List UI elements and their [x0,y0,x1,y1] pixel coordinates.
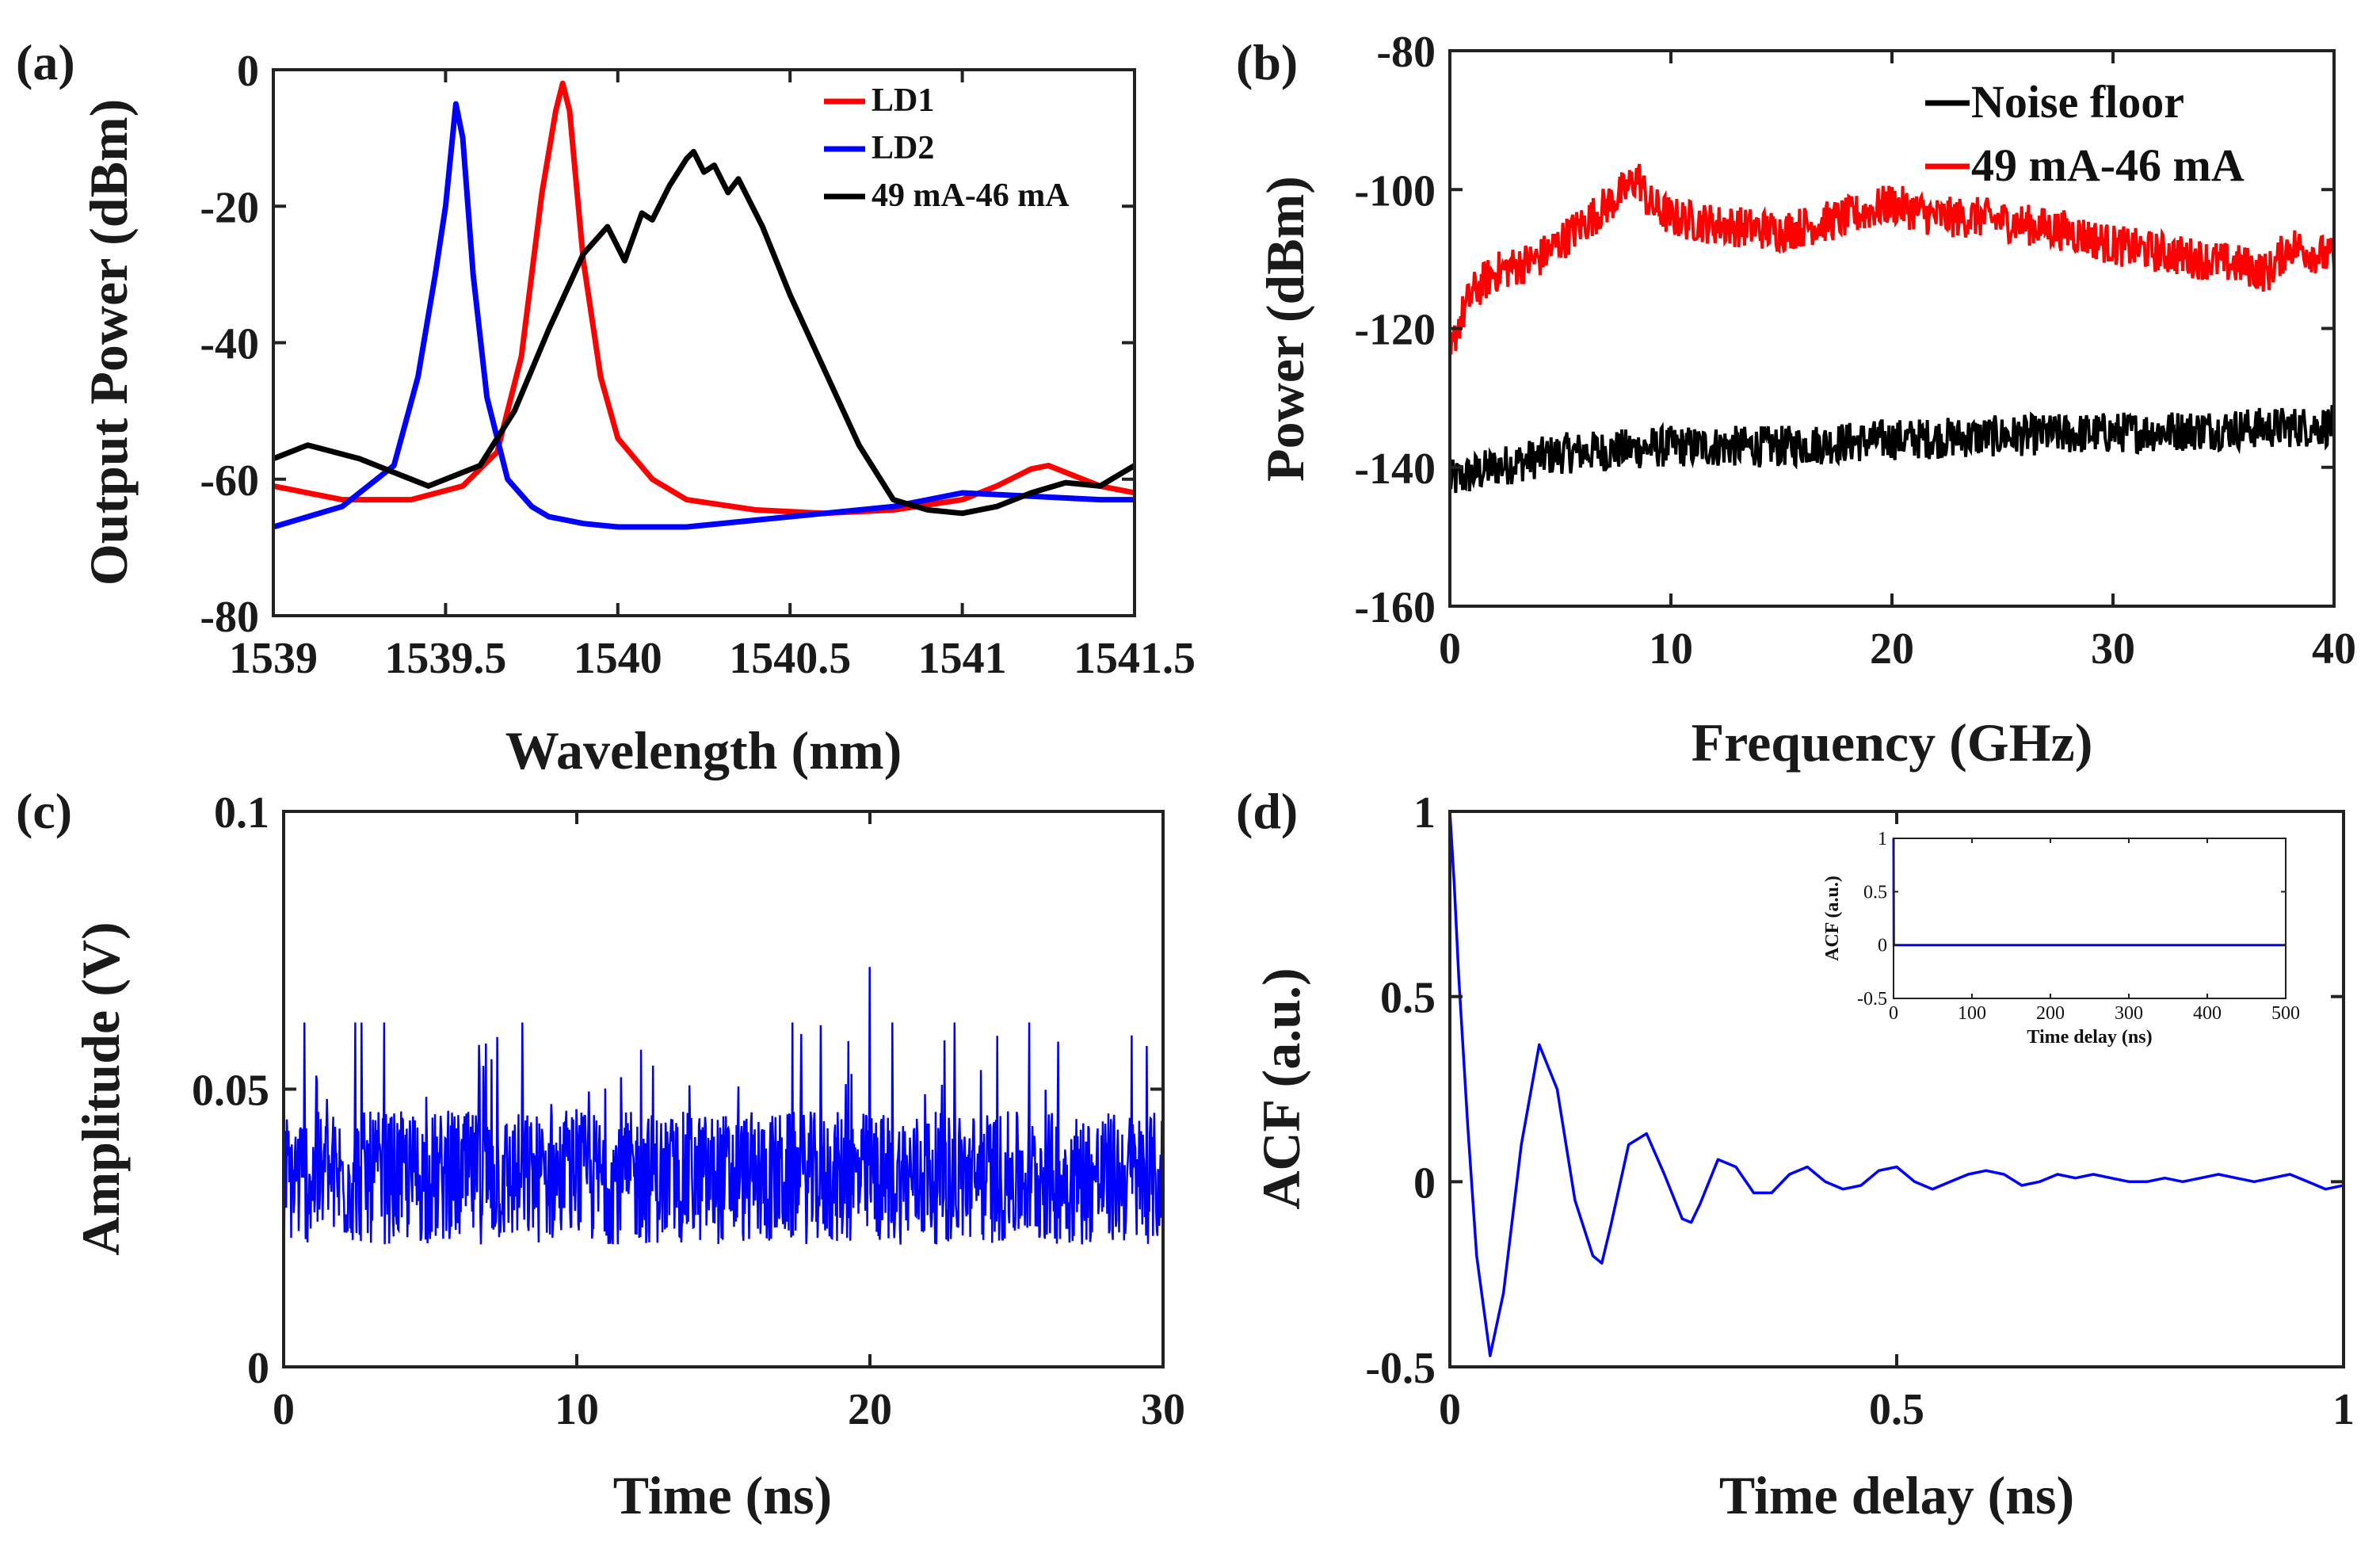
a-xtick-label: 1541 [918,634,1007,683]
a-xtick-label: 1539.5 [384,634,506,683]
b-xtick-label: 0 [1439,624,1461,674]
series-line-b-0 [1450,404,2334,494]
inset-ytick-label: 0 [1878,936,1887,956]
b-ytick-label: -140 [1354,445,1436,494]
inset-background [1894,838,2286,998]
legend-label-b-1: 49 mA-46 mA [1971,139,2245,191]
a-ytick-label: -20 [200,183,259,232]
a-ytick-label: -80 [200,593,259,642]
inset-xtick-label: 200 [2036,1003,2065,1024]
c-ytick-label: 0.1 [214,788,269,838]
d-xtick-label: 0 [1439,1385,1461,1434]
d-ytick-label: 0.5 [1380,974,1436,1023]
c-ytick-label: 0 [247,1344,269,1393]
a-xtick-label: 1540.5 [729,634,851,683]
panel-label-c: (c) [16,783,72,839]
legend-label-a-1: LD2 [872,130,934,166]
a-ytick-label: 0 [237,47,259,96]
y-axis-label-c: Amplitude (V) [71,922,131,1255]
inset-xtick-label: 0 [1889,1003,1898,1024]
b-xtick-label: 30 [2091,624,2135,674]
a-ytick-label: -40 [200,320,259,369]
d-xtick-label: 1 [2332,1385,2355,1434]
inset-xtick-label: 500 [2271,1003,2300,1024]
x-axis-label-d: Time delay (ns) [1719,1465,2074,1525]
x-axis-label-a: Wavelength (nm) [505,720,902,781]
series-line-a-1 [273,101,1135,530]
series-line-c [284,967,1163,1245]
inset-ytick-label: 0.5 [1863,882,1887,903]
panel-label-a: (a) [16,34,75,90]
y-axis-label-d: ACF (a.u.) [1251,968,1311,1209]
b-xtick-label: 40 [2312,624,2356,674]
c-xtick-label: 20 [848,1385,892,1434]
inset-x-axis-label: Time delay (ns) [2027,1027,2152,1048]
inset-ytick-label: 1 [1878,829,1887,849]
inset-axes-frame [1893,838,2287,999]
panel-label-b: (b) [1236,34,1298,90]
d-ytick-label: 1 [1413,788,1436,838]
plot-area-d [1450,811,2344,1357]
c-xtick-label: 10 [555,1385,599,1434]
legend-label-b-0: Noise floor [1971,76,2184,128]
d-ytick-label: -0.5 [1365,1344,1436,1393]
y-axis-label-a: Output Power (dBm) [78,99,139,586]
c-axes-frame [282,810,1165,1368]
chart-panel-d: (d)Time delay (ns)ACF (a.u.)0 0.5 110.50-0… [1236,783,2355,1525]
inset-xtick-label: 400 [2193,1003,2222,1024]
a-xtick-label: 1540 [574,634,662,683]
plot-area-a [273,80,1135,530]
a-ytick-label: -60 [200,456,259,506]
b-ytick-label: -160 [1354,583,1436,632]
x-axis-label-c: Time (ns) [613,1465,832,1525]
b-xtick-label: 10 [1649,624,1693,674]
chart-panel-c: (c) Time (ns) Amplitude (V) 0 10 20 30 0 0.05 0.1 [16,783,1185,1525]
b-ytick-label: -100 [1354,166,1436,216]
a-xtick-label: 1541.5 [1074,634,1196,683]
b-xtick-label: 20 [1870,624,1914,674]
panel-label-d: (d) [1236,783,1298,839]
b-ytick-label: -120 [1354,306,1436,355]
y-axis-label-b: Power (dBm) [1255,176,1315,482]
b-axes-frame [1448,49,2336,608]
a-axes-frame [272,68,1136,617]
series-line-a-2 [273,148,1135,517]
inset-xtick-label: 300 [2115,1003,2143,1024]
inset-y-axis-label: ACF (a.u.) [1822,876,1843,961]
series-line-d [1450,811,2344,1357]
b-ytick-label: -80 [1376,28,1436,77]
legend-label-a-2: 49 mA-46 mA [872,177,1070,214]
x-axis-label-b: Frequency (GHz) [1692,712,2093,773]
d-xtick-label: 0.5 [1869,1385,1924,1434]
c-ytick-label: 0.05 [192,1067,269,1116]
series-line-a-0 [273,80,1135,517]
inset-ytick-label: -0.5 [1857,989,1887,1010]
d-ytick-label: 0 [1413,1158,1436,1208]
inset-xtick-label: 100 [1958,1003,1986,1024]
c-xtick-label: 0 [273,1385,295,1434]
series-line-b-1 [1450,163,2334,355]
c-xtick-label: 30 [1141,1385,1185,1434]
plot-area-b [1450,163,2334,494]
plot-area-c [284,967,1163,1245]
a-xtick-label: 1539 [229,634,318,683]
legend-label-a-0: LD1 [872,82,934,119]
chart-panel-b: (b) Frequency (GHz) Power (dBm) Noise floor… [1236,28,2356,773]
chart-panel-a: (a) Wavelength (nm) Output Power (dBm) LD1 L… [16,34,1196,781]
